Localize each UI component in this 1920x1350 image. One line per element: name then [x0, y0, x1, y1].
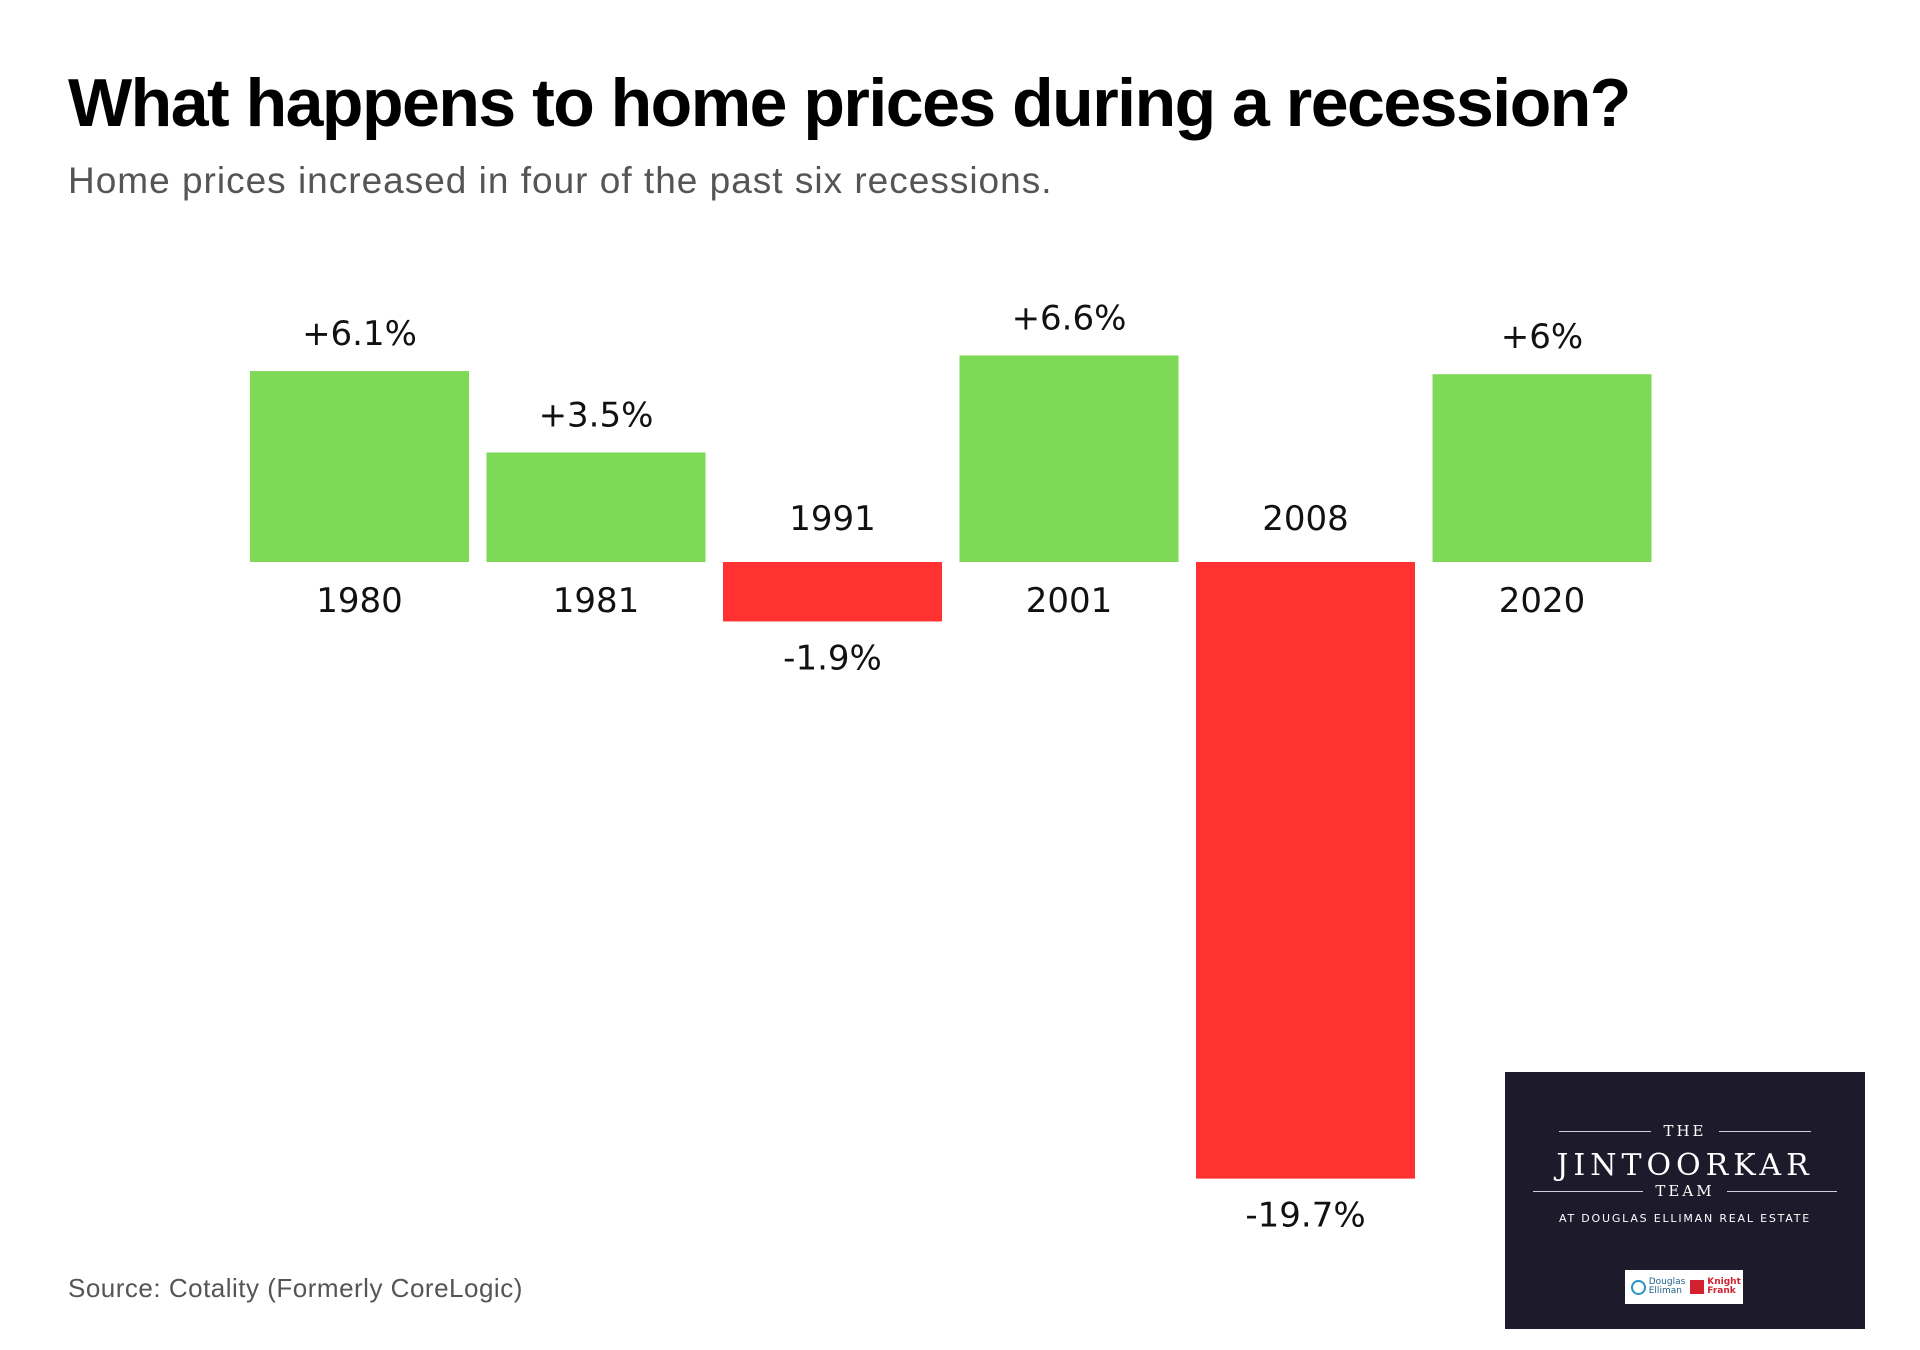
logo-name: JINTOORKAR — [1556, 1148, 1814, 1183]
data-label-1991: -1.9% — [783, 638, 882, 678]
chart-subtitle: Home prices increased in four of the pas… — [68, 160, 1053, 201]
bar-2001 — [959, 355, 1179, 562]
data-label-2001: +6.6% — [1012, 298, 1127, 338]
bar-1991 — [723, 562, 942, 622]
logo-rule-left — [1559, 1130, 1652, 1132]
category-label-2001: 2001 — [1026, 581, 1113, 621]
source-note: Source: Cotality (Formerly CoreLogic) — [68, 1273, 523, 1303]
bar-2020 — [1432, 374, 1652, 562]
category-label-2020: 2020 — [1499, 581, 1586, 621]
logo-rule-left-2 — [1533, 1190, 1644, 1192]
category-label-1981: 1981 — [553, 581, 640, 621]
logo-the: THE — [1663, 1122, 1707, 1140]
knight-frank-icon — [1690, 1280, 1705, 1294]
bar-1981 — [486, 452, 706, 562]
data-label-2008: -19.7% — [1245, 1196, 1365, 1236]
data-label-1980: +6.1% — [302, 314, 417, 354]
bar-1980 — [250, 371, 469, 562]
bar-2008 — [1196, 562, 1415, 1179]
team-logo: THE JINTOORKAR TEAM AT DOUGLAS ELLIMAN R… — [1505, 1072, 1865, 1329]
douglas-elliman-text: Douglas Elliman — [1648, 1277, 1686, 1296]
logo-rule-right-2 — [1726, 1190, 1837, 1192]
logo-rule-right — [1718, 1130, 1811, 1132]
partner-logos: Douglas Elliman Knight Frank — [1625, 1270, 1743, 1304]
category-label-1980: 1980 — [316, 581, 403, 621]
knight-frank-logo: Knight Frank — [1690, 1277, 1741, 1296]
logo-team: TEAM — [1655, 1182, 1715, 1200]
category-label-1991: 1991 — [789, 499, 876, 539]
knight-frank-text: Knight Frank — [1707, 1277, 1741, 1296]
data-label-2020: +6% — [1501, 317, 1583, 357]
douglas-elliman-logo: Douglas Elliman — [1630, 1277, 1686, 1296]
logo-the-row: THE — [1505, 1122, 1865, 1140]
data-label-1981: +3.5% — [539, 395, 654, 435]
logo-tagline: AT DOUGLAS ELLIMAN REAL ESTATE — [1558, 1212, 1812, 1225]
category-label-2008: 2008 — [1262, 499, 1349, 539]
logo-team-row: TEAM — [1505, 1182, 1865, 1200]
chart-title: What happens to home prices during a rec… — [68, 65, 1631, 141]
douglas-elliman-icon — [1630, 1279, 1646, 1295]
